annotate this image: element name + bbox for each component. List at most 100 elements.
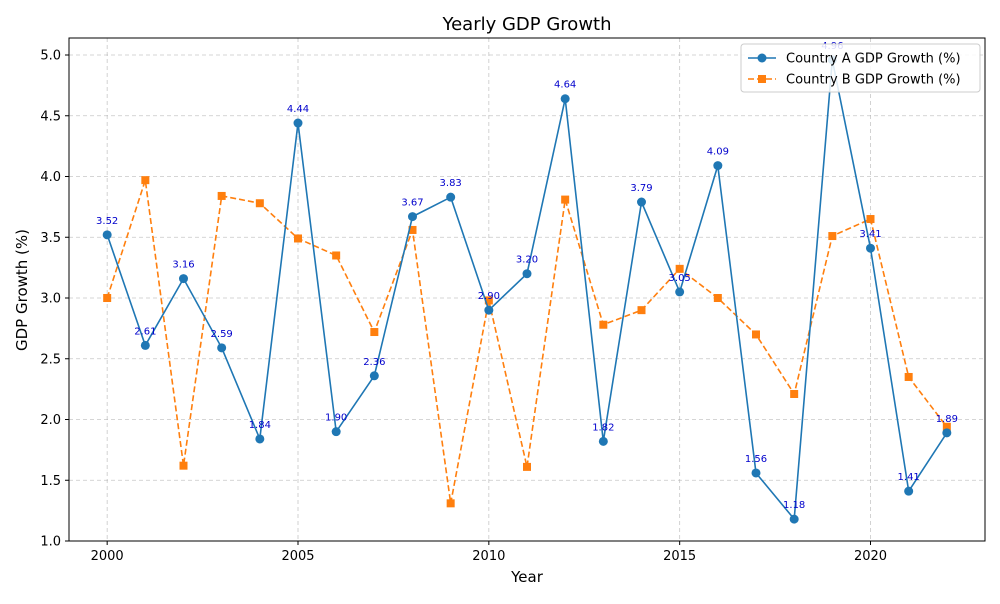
x-tick-label: 2000	[91, 549, 124, 564]
data-point	[408, 212, 417, 222]
data-point	[560, 94, 570, 104]
data-point	[255, 199, 264, 208]
y-tick-label: 4.0	[40, 170, 61, 185]
y-tick-label: 3.0	[40, 292, 61, 307]
data-point	[103, 294, 112, 303]
chart-title: Yearly GDP Growth	[441, 14, 611, 35]
data-point	[598, 436, 608, 446]
data-point	[637, 197, 646, 207]
data-point	[790, 389, 799, 398]
axis-ticks: 2000 2005 2010 2015 2020 1.0 1.5 2.0 2.5 3.0 3.5 4.…	[40, 49, 887, 564]
data-point	[484, 305, 494, 315]
data-point	[942, 428, 952, 438]
plot-frame	[68, 37, 986, 542]
data-point	[294, 234, 302, 243]
data-point	[561, 195, 570, 204]
data-point	[332, 251, 341, 260]
legend: Country A GDP Growth (%) Country B GDP Gr…	[740, 43, 981, 93]
y-tick-label: 1.5	[40, 474, 61, 489]
grid	[69, 38, 985, 542]
series-country-b	[103, 176, 951, 508]
y-tick-label: 2.5	[40, 352, 61, 367]
data-point	[675, 264, 684, 273]
data-point	[523, 462, 531, 471]
series-line	[106, 59, 948, 522]
legend-label: Country B GDP Growth (%)	[786, 73, 961, 88]
data-label: 2.61	[134, 326, 156, 337]
data-label: 1.41	[898, 472, 920, 483]
data-point	[866, 215, 875, 224]
data-label: 1.18	[783, 500, 805, 511]
data-point	[904, 372, 913, 381]
data-label: 4.64	[554, 80, 576, 91]
data-label: 3.20	[516, 255, 538, 266]
data-label: 3.41	[859, 229, 881, 240]
y-tick-label: 5.0	[40, 49, 61, 64]
data-label: 1.56	[745, 454, 767, 465]
data-point	[446, 192, 456, 202]
data-point	[828, 232, 837, 241]
data-point	[217, 191, 226, 200]
data-label: 1.89	[936, 414, 958, 425]
data-point	[369, 371, 379, 381]
data-point	[255, 434, 265, 444]
legend-marker	[758, 75, 766, 83]
data-point	[599, 320, 608, 329]
data-point	[522, 269, 532, 279]
data-point	[866, 243, 875, 253]
y-tick-label: 3.5	[40, 231, 61, 246]
data-point	[446, 499, 455, 508]
data-label: 1.82	[592, 422, 614, 433]
data-point	[217, 343, 227, 353]
legend-marker	[757, 53, 767, 63]
data-point	[408, 225, 417, 234]
y-tick-label: 4.5	[40, 109, 61, 124]
x-tick-label: 2015	[663, 549, 696, 564]
data-point	[140, 340, 150, 350]
data-label: 3.52	[96, 216, 118, 227]
data-label: 1.90	[325, 413, 347, 424]
data-point	[713, 294, 722, 303]
data-point	[789, 514, 799, 524]
x-tick-label: 2020	[854, 549, 887, 564]
data-label: 3.67	[401, 198, 423, 209]
series-line	[106, 179, 948, 504]
x-tick-label: 2005	[281, 549, 314, 564]
data-point	[179, 274, 188, 284]
data-label: 2.36	[363, 357, 385, 368]
legend-item: Country A GDP Growth (%)	[748, 52, 961, 67]
data-point	[751, 468, 761, 478]
data-label: 4.09	[707, 147, 729, 158]
legend-label: Country A GDP Growth (%)	[786, 52, 961, 67]
data-label: 3.83	[440, 178, 462, 189]
data-label: 3.05	[669, 273, 691, 284]
data-labels: 3.52 2.61 3.16 2.59 1.84 4.44 1.90 2.36 3.67 3.83…	[96, 41, 958, 511]
data-point	[331, 427, 341, 437]
legend-item: Country B GDP Growth (%)	[748, 73, 961, 88]
data-point	[141, 176, 150, 185]
data-point	[942, 422, 951, 431]
data-label: 2.90	[478, 291, 500, 302]
y-tick-label: 1.0	[40, 535, 61, 550]
data-label: 4.44	[287, 104, 309, 115]
legend-items: Country A GDP Growth (%) Country B GDP Gr…	[748, 52, 961, 88]
x-tick-label: 2010	[472, 549, 505, 564]
data-point	[370, 328, 379, 337]
data-point	[675, 287, 685, 297]
data-point	[637, 306, 646, 315]
series-country-a	[102, 55, 952, 524]
data-label: 2.59	[211, 329, 233, 340]
data-point	[179, 461, 188, 470]
data-point	[713, 161, 723, 171]
legend-box	[740, 43, 981, 93]
x-axis-title: Year	[510, 568, 544, 586]
series-layer	[102, 55, 952, 524]
data-label: 3.16	[172, 260, 194, 271]
y-tick-label: 2.0	[40, 413, 61, 428]
data-label: 1.84	[249, 420, 271, 431]
data-point	[904, 486, 914, 496]
data-point	[293, 118, 303, 128]
y-axis-title: GDP Growth (%)	[13, 229, 31, 351]
